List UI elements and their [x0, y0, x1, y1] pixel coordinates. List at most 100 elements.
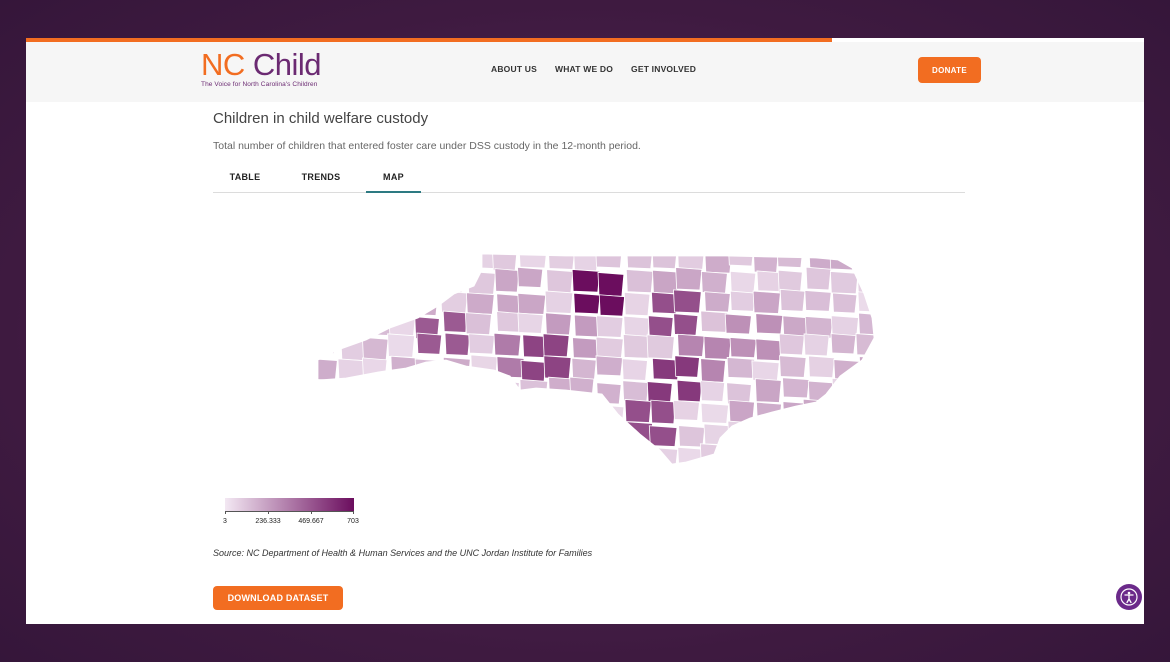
county[interactable] [597, 272, 625, 297]
county[interactable] [596, 382, 622, 405]
county[interactable] [545, 312, 572, 336]
county[interactable] [387, 290, 414, 312]
county[interactable] [651, 357, 680, 381]
county[interactable] [336, 380, 365, 404]
county[interactable] [465, 292, 495, 315]
county[interactable] [703, 335, 732, 360]
county[interactable] [494, 422, 523, 446]
county[interactable] [467, 271, 496, 295]
county[interactable] [805, 266, 832, 291]
county[interactable] [727, 245, 755, 267]
county[interactable] [650, 399, 677, 425]
county[interactable] [314, 425, 343, 447]
county[interactable] [781, 422, 808, 444]
county[interactable] [464, 312, 492, 336]
county[interactable] [704, 251, 733, 274]
county[interactable] [413, 442, 440, 464]
county[interactable] [856, 271, 882, 295]
county[interactable] [858, 312, 883, 336]
county[interactable] [442, 421, 471, 444]
county[interactable] [674, 355, 700, 378]
county[interactable] [625, 269, 654, 294]
county[interactable] [646, 334, 675, 360]
county[interactable] [496, 311, 522, 333]
county[interactable] [443, 401, 470, 426]
county[interactable] [439, 269, 465, 294]
county[interactable] [339, 311, 369, 337]
download-dataset-button[interactable]: DOWNLOAD DATASET [213, 586, 343, 610]
county[interactable] [520, 448, 547, 471]
county[interactable] [545, 420, 574, 445]
county[interactable] [778, 333, 805, 356]
county[interactable] [491, 399, 521, 424]
county[interactable] [418, 425, 445, 447]
county[interactable] [727, 420, 756, 444]
county[interactable] [543, 355, 572, 380]
county[interactable] [700, 271, 728, 294]
county[interactable] [569, 376, 595, 400]
county[interactable] [597, 447, 625, 471]
county[interactable] [596, 315, 624, 338]
county[interactable] [518, 247, 548, 269]
county[interactable] [310, 271, 335, 293]
county[interactable] [312, 248, 338, 271]
county[interactable] [416, 332, 443, 355]
county[interactable] [621, 358, 648, 381]
county[interactable] [756, 401, 782, 426]
county[interactable] [729, 270, 757, 294]
county[interactable] [337, 245, 365, 268]
county[interactable] [829, 271, 859, 295]
county[interactable] [703, 423, 732, 446]
county[interactable] [336, 446, 365, 469]
county[interactable] [700, 358, 726, 383]
county[interactable] [595, 245, 623, 269]
county[interactable] [414, 358, 443, 383]
county[interactable] [517, 403, 543, 425]
county[interactable] [491, 248, 518, 272]
county[interactable] [387, 333, 415, 358]
county[interactable] [804, 316, 834, 339]
county[interactable] [724, 313, 752, 335]
county[interactable] [807, 443, 833, 466]
county[interactable] [334, 269, 363, 292]
county[interactable] [417, 379, 445, 403]
county[interactable] [366, 444, 394, 468]
county[interactable] [755, 313, 784, 335]
tab-map[interactable]: MAP [366, 164, 421, 193]
county[interactable] [496, 356, 525, 379]
county[interactable] [494, 268, 520, 293]
county[interactable] [363, 266, 391, 288]
county[interactable] [595, 336, 624, 359]
county[interactable] [313, 447, 341, 472]
county[interactable] [571, 269, 601, 293]
county[interactable] [416, 399, 444, 424]
county[interactable] [677, 333, 705, 357]
county[interactable] [413, 292, 439, 316]
county[interactable] [339, 425, 365, 449]
county[interactable] [362, 250, 388, 273]
county[interactable] [673, 399, 700, 421]
county[interactable] [755, 338, 783, 362]
county[interactable] [804, 290, 832, 312]
county[interactable] [390, 381, 419, 403]
county[interactable] [622, 334, 652, 359]
county[interactable] [546, 269, 574, 294]
county[interactable] [314, 291, 340, 315]
county[interactable] [439, 381, 468, 405]
county[interactable] [753, 445, 782, 470]
county[interactable] [833, 445, 862, 467]
county[interactable] [802, 398, 829, 423]
county[interactable] [700, 310, 729, 333]
county[interactable] [439, 447, 467, 470]
county[interactable] [728, 447, 756, 471]
county[interactable] [340, 336, 367, 361]
county[interactable] [595, 355, 624, 377]
county[interactable] [597, 404, 625, 430]
county[interactable] [729, 290, 756, 312]
county[interactable] [829, 398, 858, 423]
county[interactable] [388, 267, 417, 290]
county[interactable] [544, 290, 574, 314]
county[interactable] [360, 293, 389, 318]
county[interactable] [833, 359, 862, 381]
county[interactable] [779, 288, 806, 312]
